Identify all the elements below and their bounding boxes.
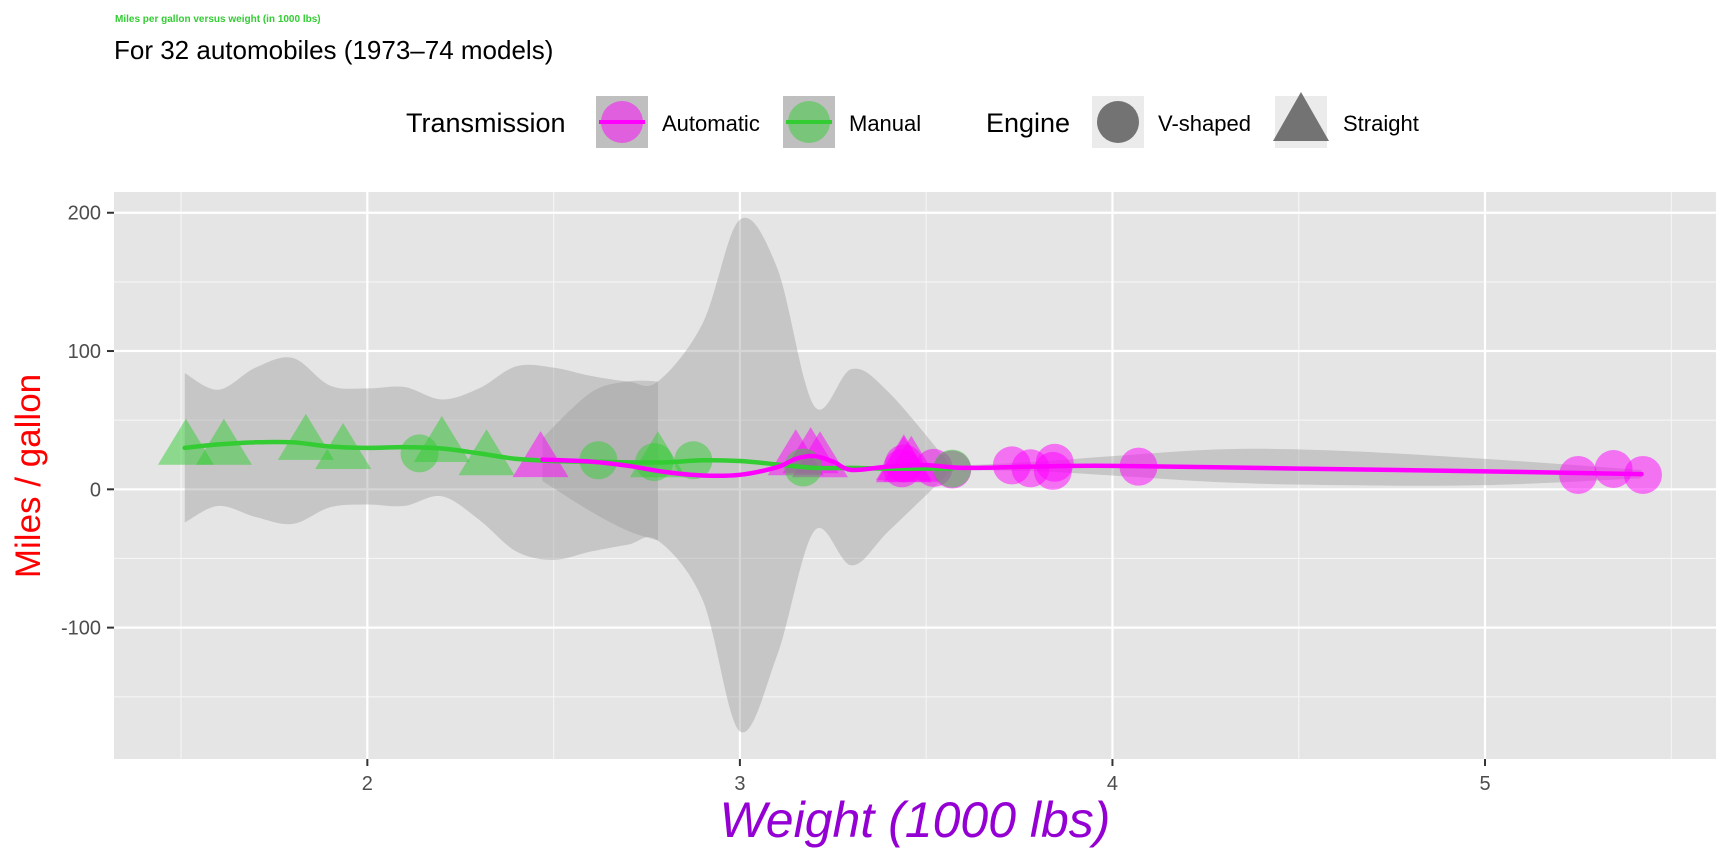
y-axis-label: Miles / gallon: [9, 374, 48, 578]
confidence-band-manual: [184, 217, 953, 733]
legend: Transmission Automatic Manual Engine V-s…: [406, 92, 1419, 148]
x-axis-label: Weight (1000 lbs): [720, 792, 1111, 848]
legend-label-automatic: Automatic: [662, 111, 760, 136]
legend-key-manual: [783, 96, 835, 148]
point-triangle-manual: [157, 418, 214, 465]
chart-subtitle: For 32 automobiles (1973–74 models): [114, 35, 553, 65]
legend-key-automatic: [596, 96, 648, 148]
x-tick-label: 2: [362, 773, 373, 795]
point-circle-automatic: [1594, 450, 1633, 489]
legend-label-straight: Straight: [1343, 111, 1419, 136]
y-tick-label: 200: [68, 203, 101, 225]
point-circle-manual: [400, 434, 439, 473]
legend-triangle-icon: [1273, 92, 1329, 141]
point-triangle-manual: [629, 431, 686, 478]
legend-label-v-shaped: V-shaped: [1158, 111, 1251, 136]
legend-circle-icon: [1097, 101, 1139, 143]
legend-key-v-shaped: [1092, 96, 1144, 148]
chart-title: Miles per gallon versus weight (in 1000 …: [115, 14, 321, 25]
x-tick-label: 4: [1107, 773, 1118, 795]
y-tick-label: -100: [61, 618, 101, 640]
point-triangle-manual: [277, 413, 334, 460]
legend-key-straight: [1273, 92, 1329, 148]
y-tick-label: 100: [68, 341, 101, 363]
smooth-lines: [182, 439, 1644, 479]
x-tick-label: 5: [1479, 773, 1490, 795]
point-circle-automatic: [1035, 443, 1074, 482]
smooth-line-automatic: [540, 453, 1644, 479]
legend-title-transmission: Transmission: [406, 108, 566, 138]
axes: 2 3 4 5 -100 0 100 200: [61, 203, 1491, 795]
x-tick-label: 3: [734, 773, 745, 795]
legend-title-engine: Engine: [986, 108, 1070, 138]
legend-label-manual: Manual: [849, 111, 921, 136]
y-tick-label: 0: [90, 479, 101, 501]
point-triangle-automatic: [512, 431, 569, 478]
